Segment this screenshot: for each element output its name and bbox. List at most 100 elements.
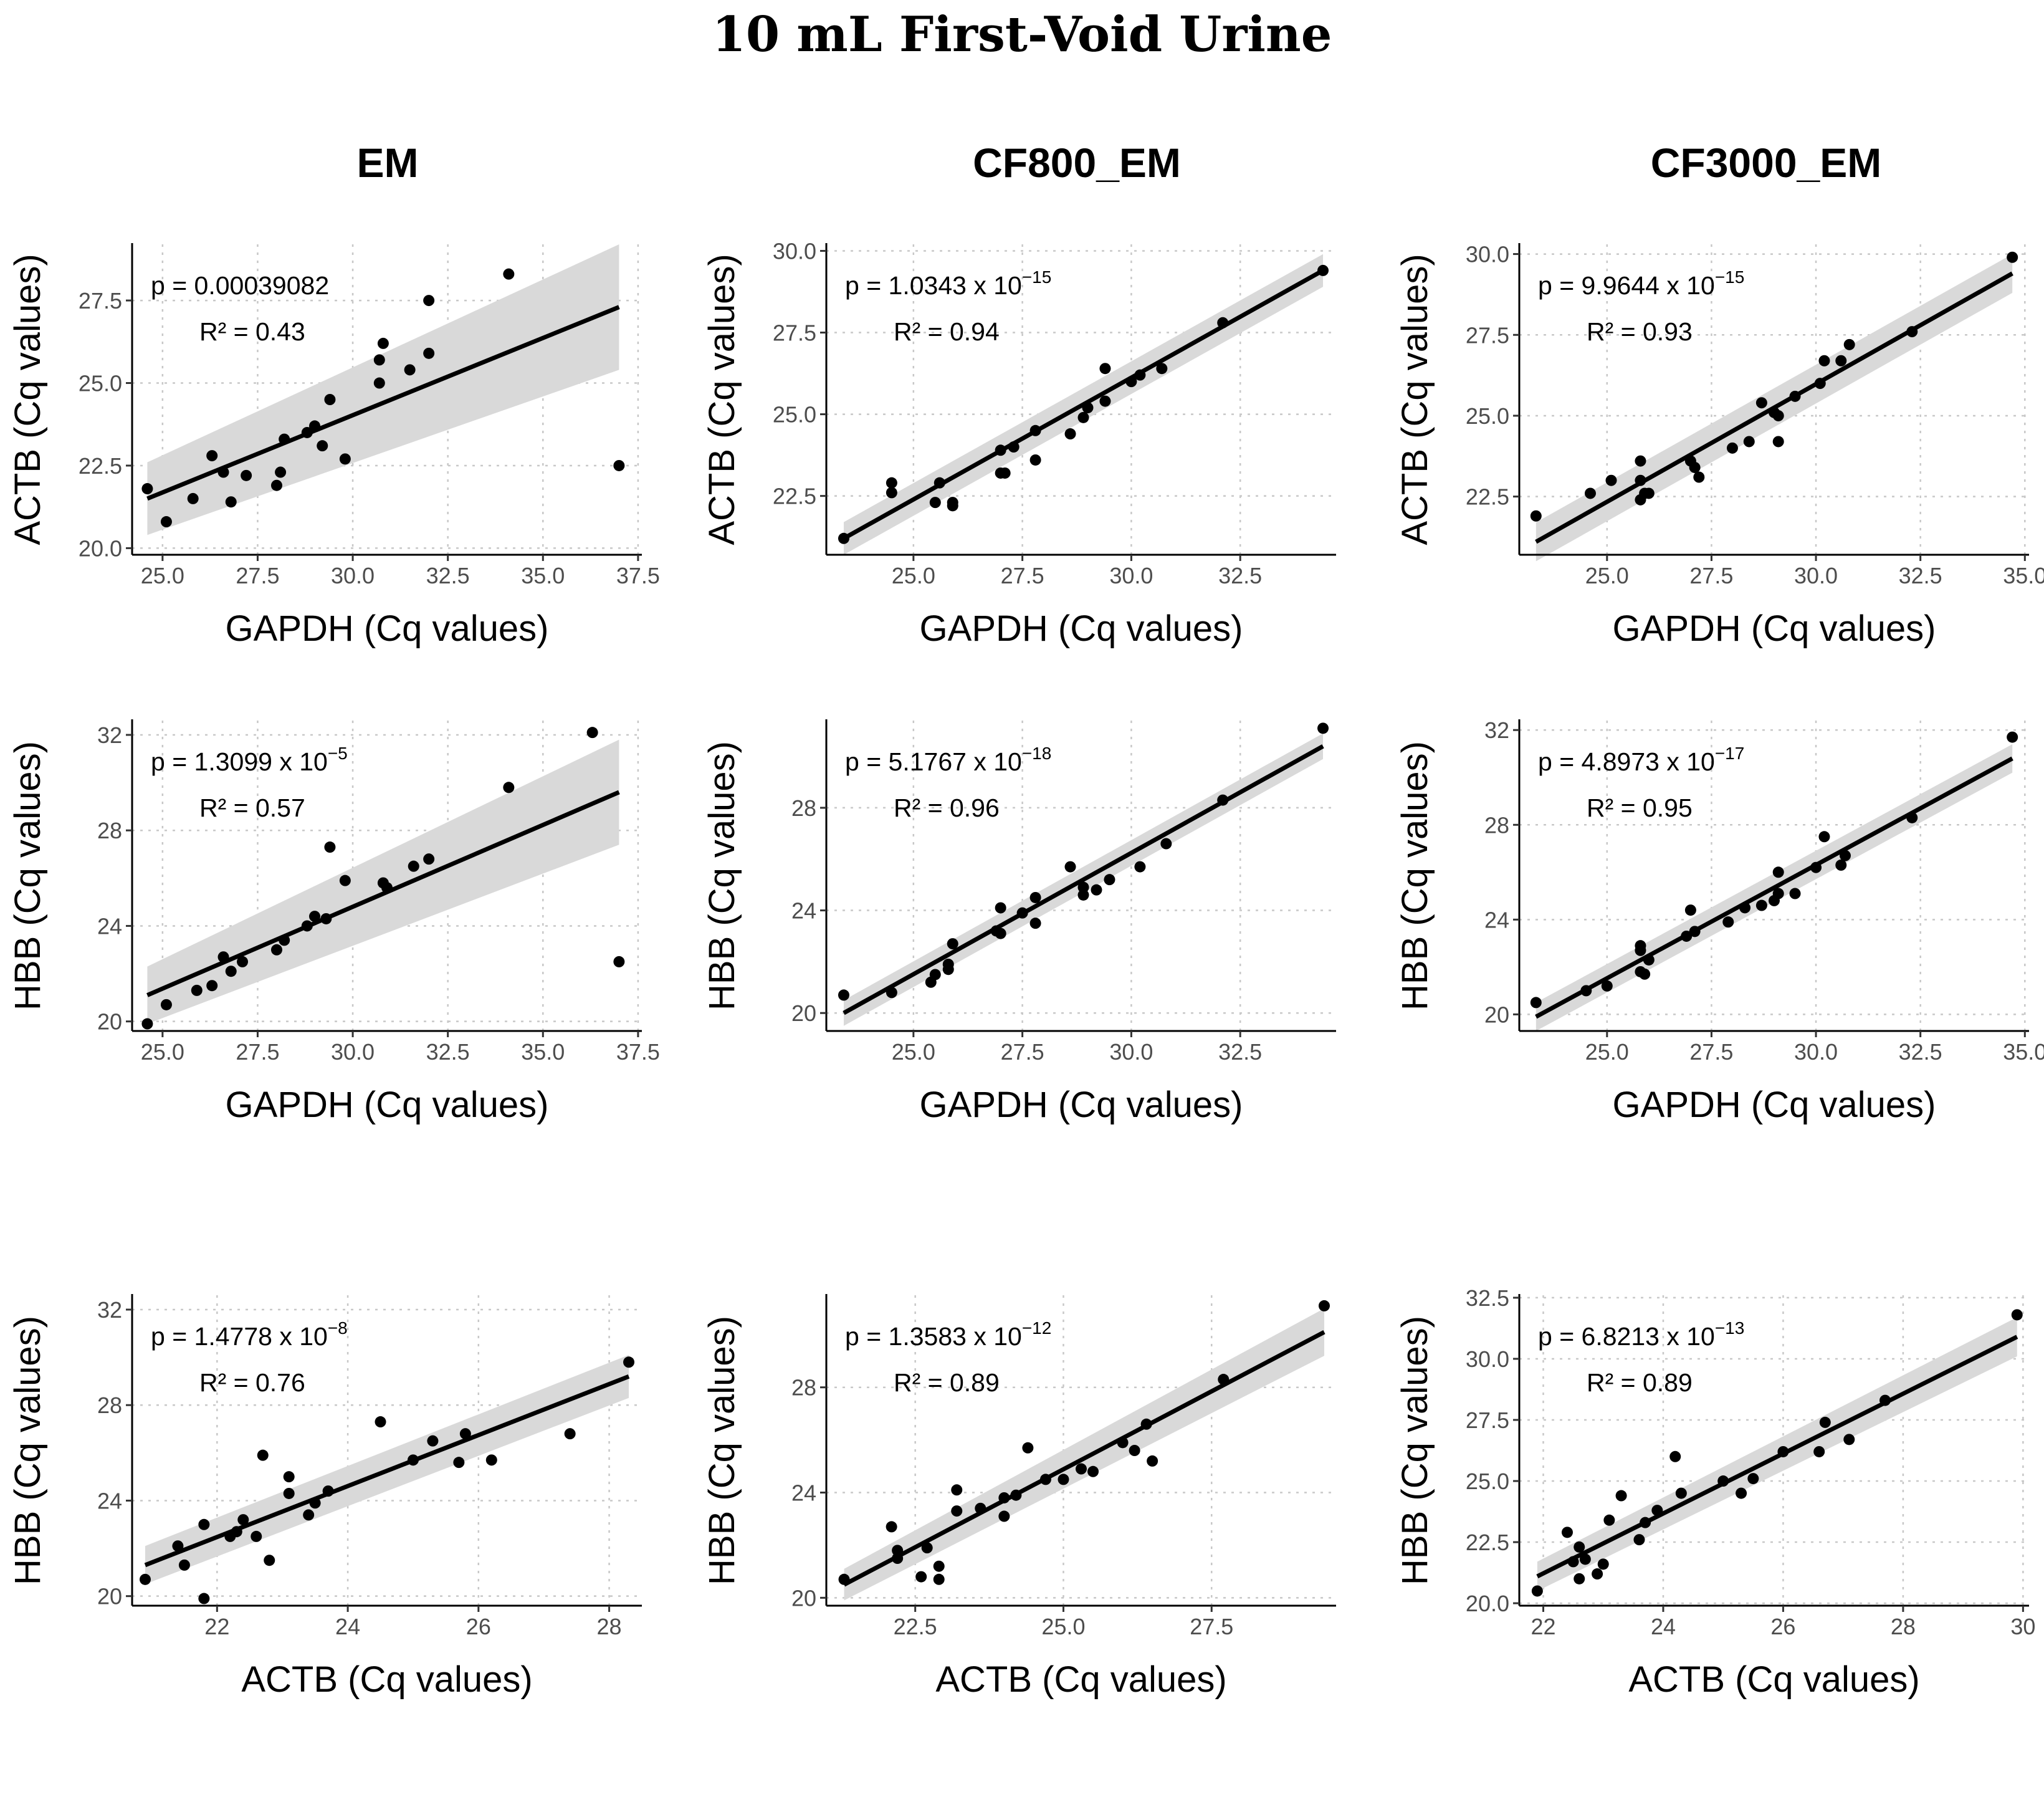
panels: 25.0 27.5 30.0 32.5 35.0 37.5 20.0 22.5 25.0 27.5… — [7, 238, 2044, 1700]
data-point — [301, 920, 313, 932]
data-point — [1129, 1445, 1140, 1456]
y-axis-title: ACTB (Cq values) — [7, 254, 48, 545]
data-point — [1772, 436, 1784, 448]
data-point — [324, 841, 336, 853]
data-point — [275, 466, 287, 478]
x-tick-label: 22.5 — [894, 1614, 937, 1639]
y-tick-label: 24 — [97, 913, 122, 939]
x-axis-title: ACTB (Cq values) — [241, 1659, 532, 1700]
data-point — [1317, 722, 1329, 734]
data-point — [1777, 1445, 1789, 1457]
data-point — [423, 347, 435, 359]
data-point — [1077, 411, 1089, 423]
data-point — [1755, 899, 1767, 911]
p-value-exponent: −13 — [1715, 1318, 1745, 1338]
x-tick-label: 27.5 — [236, 1039, 279, 1065]
data-point — [187, 492, 199, 504]
y-tick-label: 25.0 — [1466, 1469, 1509, 1494]
y-tick-label: 32 — [97, 1297, 122, 1323]
data-point — [270, 944, 282, 956]
p-value-exponent: −12 — [1022, 1318, 1052, 1338]
data-point — [1772, 888, 1784, 899]
y-tick-label: 28 — [97, 818, 122, 843]
y-tick-label: 24 — [791, 898, 816, 924]
x-tick-label: 32.5 — [426, 1039, 470, 1065]
data-point — [1818, 355, 1830, 367]
data-point — [1592, 1568, 1603, 1580]
data-point — [886, 487, 897, 499]
p-value-label: p = 9.9644 x 10−15 — [1538, 267, 1744, 300]
data-point — [373, 377, 385, 389]
data-point — [1022, 1442, 1034, 1454]
panel-6: 22 24 26 28 20 24 28 32 ACTB (Cq values) HBB (Cq … — [7, 1294, 642, 1700]
data-point — [929, 497, 941, 509]
p-value-exponent: −8 — [328, 1318, 348, 1338]
data-point — [934, 477, 945, 489]
p-value-exponent: −17 — [1715, 744, 1745, 763]
data-point — [1318, 1300, 1330, 1311]
r-squared-label: R² = 0.94 — [894, 317, 1000, 346]
x-tick-label: 28 — [1891, 1614, 1916, 1639]
data-point — [237, 956, 249, 967]
x-tick-label: 30 — [2010, 1614, 2035, 1639]
data-point — [1726, 442, 1738, 454]
y-axis-title: HBB (Cq values) — [702, 1316, 742, 1585]
x-axis-title: ACTB (Cq values) — [935, 1659, 1226, 1700]
data-point — [231, 1526, 242, 1538]
x-tick-label: 32.5 — [1218, 1039, 1262, 1065]
data-point — [270, 479, 282, 491]
data-point — [2011, 1309, 2023, 1321]
data-point — [892, 1553, 904, 1565]
y-axis-title: ACTB (Cq values) — [1395, 254, 1435, 545]
data-point — [1531, 1585, 1543, 1597]
data-point — [1117, 1437, 1129, 1449]
data-point — [1579, 1553, 1591, 1565]
data-point — [998, 1510, 1010, 1522]
data-point — [1819, 1416, 1831, 1428]
data-point — [933, 1573, 945, 1585]
data-point — [1217, 794, 1229, 806]
panel-3: 25.0 27.5 30.0 32.5 35.0 37.5 20 24 28 32 GAPDH (C… — [7, 719, 660, 1125]
x-tick-label: 37.5 — [616, 1039, 660, 1065]
y-tick-label: 28 — [791, 1375, 816, 1401]
data-point — [1125, 376, 1137, 388]
data-point — [1772, 410, 1784, 421]
regression-line — [843, 1330, 1325, 1587]
y-tick-label: 25.0 — [773, 402, 816, 428]
data-point — [1810, 861, 1822, 873]
y-axis-title: HBB (Cq values) — [7, 741, 48, 1010]
p-value-label: p = 6.8213 x 10−13 — [1538, 1318, 1744, 1351]
data-point — [886, 1521, 897, 1533]
data-point — [139, 1573, 151, 1585]
x-tick-label: 30.0 — [1794, 1039, 1838, 1065]
data-point — [1077, 889, 1089, 901]
x-tick-label: 25.0 — [1041, 1614, 1085, 1639]
data-point — [933, 1560, 945, 1572]
data-point — [225, 496, 237, 508]
data-point — [838, 532, 849, 544]
r-squared-label: R² = 0.57 — [199, 793, 305, 822]
data-point — [241, 469, 252, 481]
data-point — [999, 467, 1011, 479]
panel-8: 22 24 26 28 30 20.0 22.5 25.0 27.5 30.0 32.5 ACTB (… — [1395, 1285, 2035, 1700]
column-title-em: EM — [357, 140, 419, 186]
data-point — [279, 433, 290, 445]
regression-line — [1535, 756, 2013, 1019]
regression-line — [146, 305, 620, 501]
data-point — [1814, 378, 1826, 390]
data-point — [1077, 881, 1089, 893]
x-tick-label: 32.5 — [426, 563, 470, 588]
y-tick-label: 32 — [1484, 717, 1509, 743]
data-point — [322, 1485, 334, 1497]
data-point — [1906, 812, 1918, 823]
data-point — [198, 1518, 210, 1530]
y-tick-label: 24 — [791, 1480, 816, 1506]
y-tick-label: 24 — [1484, 907, 1509, 932]
data-point — [1064, 861, 1076, 873]
data-point — [453, 1457, 465, 1469]
data-point — [503, 268, 515, 280]
data-point — [623, 1356, 635, 1368]
data-point — [283, 1471, 295, 1483]
data-point — [951, 1484, 963, 1496]
